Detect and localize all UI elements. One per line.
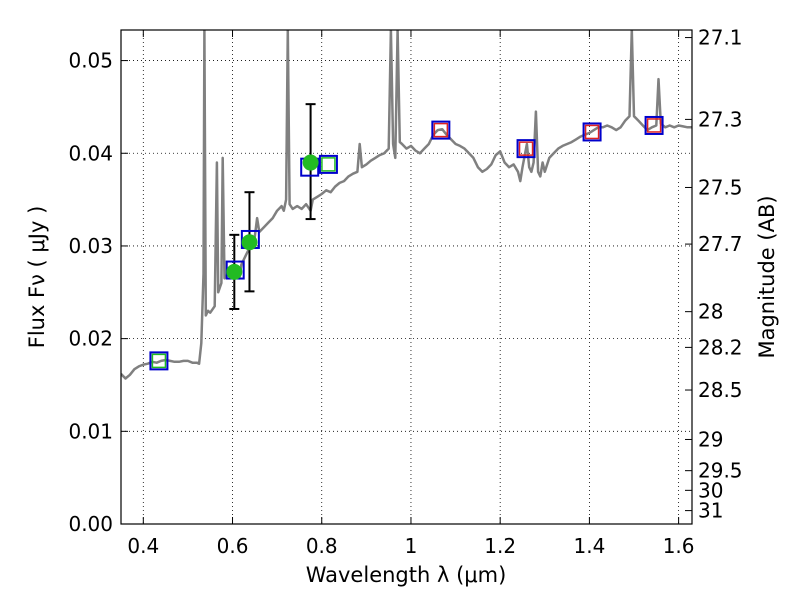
y-tick-label: 0.03 <box>68 234 113 258</box>
y2-tick-label: 27.3 <box>698 107 743 131</box>
inner-square-marker <box>584 124 600 140</box>
y-tick-label: 0.05 <box>68 49 113 73</box>
y2-tick-label: 27.1 <box>698 26 743 50</box>
inner-square-marker <box>518 141 534 156</box>
marker-layer <box>149 115 664 371</box>
x-tick-label: 1.4 <box>573 534 605 558</box>
inner-square-marker <box>151 353 167 369</box>
inner-square-marker <box>646 118 662 133</box>
y2-tick-label: 28 <box>698 300 723 324</box>
y-tick-label: 0.00 <box>68 512 113 536</box>
square-marker <box>644 115 664 135</box>
y2-tick-label: 30 <box>698 478 723 502</box>
observed-point <box>241 234 258 251</box>
square-marker <box>582 122 602 142</box>
square-marker <box>318 154 338 174</box>
x-tick-label: 0.8 <box>306 534 338 558</box>
observed-point <box>302 154 319 171</box>
y2-tick-label: 31 <box>698 499 723 523</box>
y2-tick-label: 27.5 <box>698 175 743 199</box>
x-axis-ticks: 0.4 0.6 0.8 1 1.2 1.4 1.6 <box>127 30 695 558</box>
plot-frame <box>120 29 693 525</box>
square-marker <box>516 139 536 159</box>
y-axis-title: Flux Fν ( μJy ) <box>25 206 49 349</box>
square-marker <box>431 120 451 140</box>
y-tick-label: 0.02 <box>68 327 113 351</box>
y2-axis-title: Magnitude (AB) <box>755 195 779 358</box>
y2-tick-label: 28.5 <box>698 378 743 402</box>
y2-tick-label: 29 <box>698 427 723 451</box>
observed-point <box>226 263 243 280</box>
y2-tick-label: 29.5 <box>698 459 743 483</box>
x-tick-label: 1.6 <box>663 534 695 558</box>
y-axis-ticks: 0.00 0.01 0.02 0.03 0.04 0.05 <box>68 49 128 536</box>
x-axis-title: Wavelength λ (μm) <box>306 563 507 587</box>
x-tick-label: 0.4 <box>127 534 159 558</box>
y-tick-label: 0.04 <box>68 141 113 165</box>
y2-tick-label: 27.7 <box>698 232 743 256</box>
inner-square-marker <box>433 122 449 138</box>
x-tick-label: 0.6 <box>217 534 249 558</box>
inner-square-marker <box>321 157 336 172</box>
spectrum-layer <box>121 30 692 380</box>
x-tick-label: 1 <box>405 534 418 558</box>
spectrum-line <box>121 30 692 380</box>
y2-tick-label: 28.2 <box>698 335 743 359</box>
y-tick-label: 0.01 <box>68 419 113 443</box>
x-tick-label: 1.2 <box>484 534 516 558</box>
square-marker <box>149 351 169 371</box>
axes-frame <box>120 29 693 525</box>
